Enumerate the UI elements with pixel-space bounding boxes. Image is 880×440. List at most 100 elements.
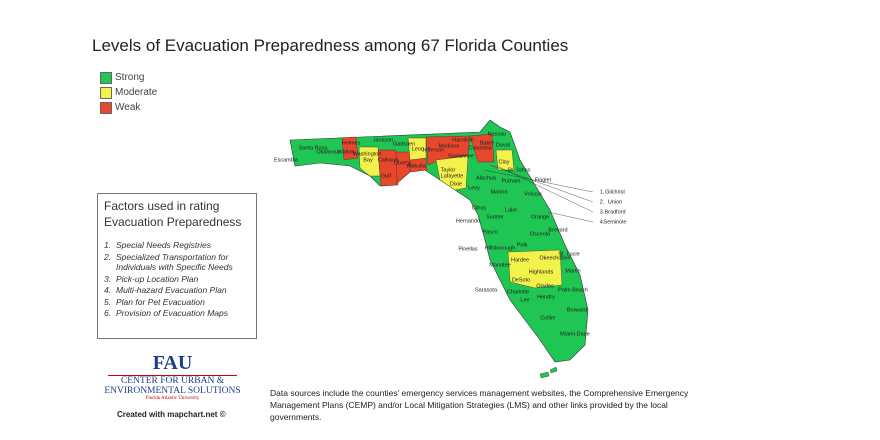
county-label: Okaloosa: [316, 149, 340, 155]
factor-text: Multi-hazard Evacuation Plan: [116, 285, 227, 295]
factor-item: 4. Multi-hazard Evacuation Plan: [104, 285, 250, 296]
legend: Strong Moderate Weak: [100, 70, 157, 115]
county-label: Collier: [540, 315, 556, 321]
county-label: Hendry: [537, 294, 555, 300]
legend-label: Moderate: [115, 87, 158, 98]
county-label: Madison: [439, 143, 460, 149]
county-label: Hamilton: [452, 137, 474, 143]
factor-text: Special Needs Registries: [116, 240, 211, 250]
callout-line: [483, 169, 594, 193]
callout-name: Union: [608, 199, 622, 205]
county-label: Putnam: [502, 178, 521, 184]
county-label: Polk: [517, 242, 528, 248]
legend-item: Strong: [100, 70, 157, 85]
legend-swatch: [100, 101, 112, 114]
county-label: Jefferson: [422, 147, 445, 153]
county-label: Liberty: [394, 160, 411, 166]
source-note: Data sources include the counties’ emerg…: [270, 388, 689, 422]
credit: Created with mapchart.net ©: [117, 410, 226, 419]
county-label: Pinellas: [458, 246, 478, 252]
logo-line: Florida Atlantic University: [145, 396, 200, 401]
factors-title: Factors used in rating Evacuation Prepar…: [104, 199, 242, 229]
county-label: Taylor: [441, 167, 456, 173]
county-label: Hillsborough: [485, 245, 516, 251]
legend-label: Strong: [115, 72, 145, 83]
factor-number: 1.: [104, 240, 112, 250]
callout-number: 1.: [600, 189, 605, 195]
county-label: Volusia: [524, 191, 543, 197]
county-label: Wakulla: [406, 163, 426, 169]
logo-line: CENTER FOR URBAN &: [120, 376, 225, 386]
legend-label: Weak: [115, 102, 141, 113]
county-label: DeSoto: [512, 277, 530, 283]
county-label: Gulf: [381, 173, 392, 179]
county-label: Highlands: [529, 269, 554, 275]
county-label: Calhoun: [378, 157, 399, 163]
county-label: Dixie: [450, 181, 462, 187]
county-label: Hardee: [511, 257, 529, 263]
county-label: Marion: [491, 189, 508, 195]
county-label: Charlotte: [507, 289, 529, 295]
county-label: Duval: [496, 142, 510, 148]
factors-list: 1. Special Needs Registries 2. Specialized …: [104, 240, 250, 319]
logo-line: ENVIRONMENTAL SOLUTIONS: [104, 386, 241, 396]
factor-text: Plan for Pet Evacuation: [116, 296, 205, 307]
county-label: Miami-Dade: [560, 331, 590, 337]
county-label: Holmes: [342, 140, 361, 146]
callout-line: [496, 165, 594, 213]
legend-item: Weak: [100, 100, 157, 115]
factor-number: 6.: [104, 308, 112, 318]
factor-item: 3. Pick-up Location Plan: [104, 274, 250, 285]
factor-item: 1. Special Needs Registries: [104, 240, 250, 251]
county-label: St. Lucie: [558, 251, 579, 257]
county-label: Sarasota: [475, 287, 498, 293]
county-label: Baker: [480, 140, 495, 146]
county-label: Manatee: [489, 262, 510, 268]
county-label: Bay: [363, 157, 373, 163]
county-label: Levy: [468, 185, 480, 191]
county-fills: [341, 133, 563, 379]
logo: FAU CENTER FOR URBAN & ENVIRONMENTAL SOL…: [100, 352, 245, 401]
factor-number: 5.: [104, 296, 112, 307]
county-label: Jackson: [373, 137, 393, 143]
county-label: Clay: [498, 159, 509, 165]
county-label: Citrus: [472, 205, 487, 211]
callout-number: 3.: [600, 209, 605, 215]
county-label: Suwannee: [448, 153, 474, 159]
county-label: Pasco: [482, 229, 497, 235]
county-label: Orange: [531, 214, 549, 220]
title: Levels of Evacuation Preparedness among …: [92, 36, 569, 55]
callout-number: 2.: [600, 199, 605, 205]
county-label: St. Johns: [508, 167, 531, 173]
callout-line: [547, 211, 594, 223]
legend-swatch: [100, 86, 112, 99]
factors-box: Factors used in rating Evacuation Prepar…: [97, 193, 257, 339]
county-label: Palm Beach: [558, 287, 588, 293]
factor-text: Specialized Transportation for Individua…: [116, 251, 233, 273]
county-label: Martin: [565, 268, 580, 274]
county-label: Hernando: [456, 218, 480, 224]
factor-number: 3.: [104, 273, 112, 284]
county-label: Nassau: [488, 131, 507, 137]
factor-number: 4.: [104, 285, 112, 295]
county-label: Lafayette: [441, 173, 464, 179]
callout-name: Gilchrist: [605, 189, 625, 195]
callout-line: [489, 164, 594, 203]
callout-number: 4.: [600, 219, 605, 225]
county-label: Santa Rosa: [299, 145, 329, 151]
factor-text: Pick-up Location Plan: [116, 273, 199, 284]
county-label: Columbia: [468, 145, 492, 151]
county-label: Lee: [520, 297, 529, 303]
county-label: Escambia: [274, 157, 299, 163]
county-label: Flagler: [535, 177, 552, 183]
county-label: Okeechobee: [539, 255, 570, 261]
county-label: Osceola: [530, 231, 551, 237]
county-label: Alachua: [476, 175, 497, 181]
logo-mark: FAU: [152, 352, 193, 374]
county-label: Lake: [505, 207, 517, 213]
factor-number: 2.: [104, 251, 112, 262]
factor-text: Provision of Evacuation Maps: [116, 308, 228, 318]
